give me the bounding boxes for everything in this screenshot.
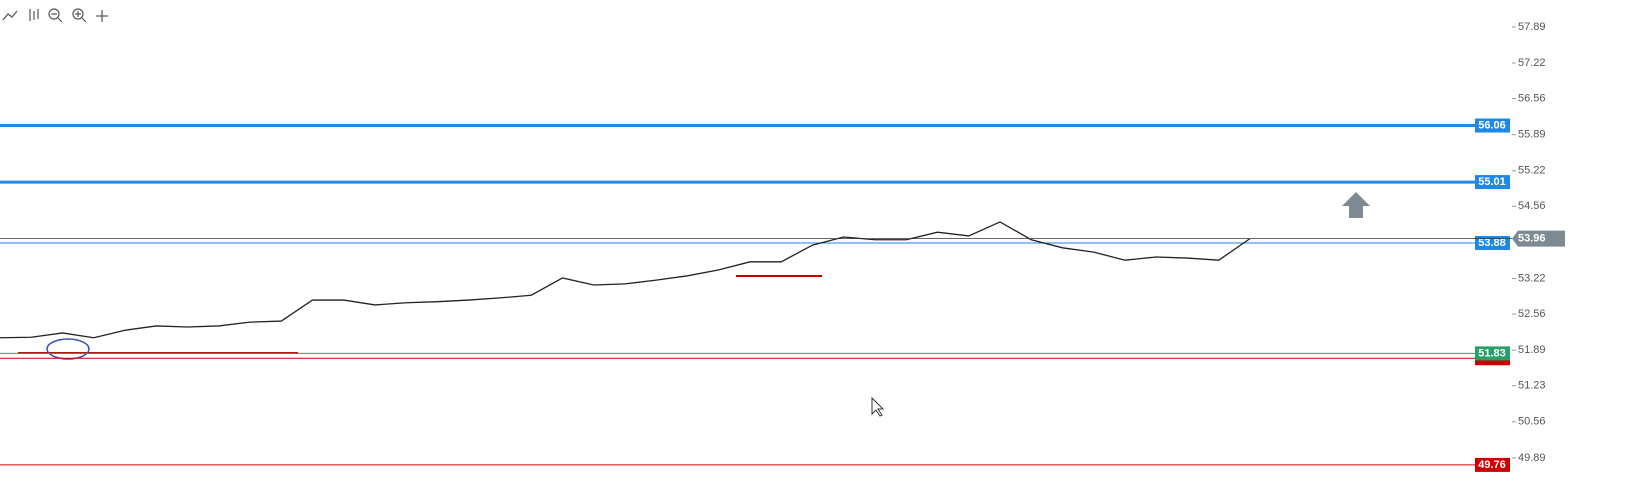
y-tick-label: 52.56 [1518, 308, 1546, 320]
cursor [871, 396, 885, 417]
zoom-in[interactable] [72, 8, 87, 23]
toolbar [2, 8, 108, 23]
y-tick-label: 50.56 [1518, 416, 1546, 428]
zoom-out[interactable] [48, 8, 63, 23]
level-label: 49.76 [1478, 459, 1506, 471]
level-label-box [1475, 235, 1510, 250]
level-label: 53.88 [1478, 237, 1506, 249]
last-price-box [1512, 230, 1565, 247]
level-label: 56.06 [1478, 119, 1506, 131]
y-tick-label: 57.89 [1518, 21, 1546, 33]
up-arrow [1342, 192, 1370, 218]
annotations [18, 192, 1370, 417]
last-price-label: 53.96 [1518, 233, 1546, 245]
y-tick-label: 56.56 [1518, 92, 1546, 104]
highlight-ellipse [46, 338, 90, 360]
candle-tool[interactable] [29, 9, 39, 21]
level-label-box [1475, 118, 1510, 133]
price-line [0, 221, 1251, 339]
level-label-box [1475, 346, 1510, 361]
y-tick-label: 53.22 [1518, 272, 1546, 284]
y-tick-label: 55.89 [1518, 129, 1546, 141]
y-tick-label: 57.22 [1518, 57, 1546, 69]
y-tick-label: 55.22 [1518, 165, 1546, 177]
y-tick-label: 51.89 [1518, 344, 1546, 356]
level-label-box [1475, 175, 1510, 190]
line-tool[interactable] [2, 10, 18, 21]
y-tick-label: 49.89 [1518, 452, 1546, 464]
level-label: 55.01 [1478, 176, 1506, 188]
pan-tool[interactable] [96, 10, 108, 22]
level-label-box [1475, 457, 1510, 472]
y-tick-label: 54.56 [1518, 200, 1546, 212]
level-label: 51.83 [1478, 347, 1506, 359]
y-tick-label: 51.23 [1518, 380, 1546, 392]
